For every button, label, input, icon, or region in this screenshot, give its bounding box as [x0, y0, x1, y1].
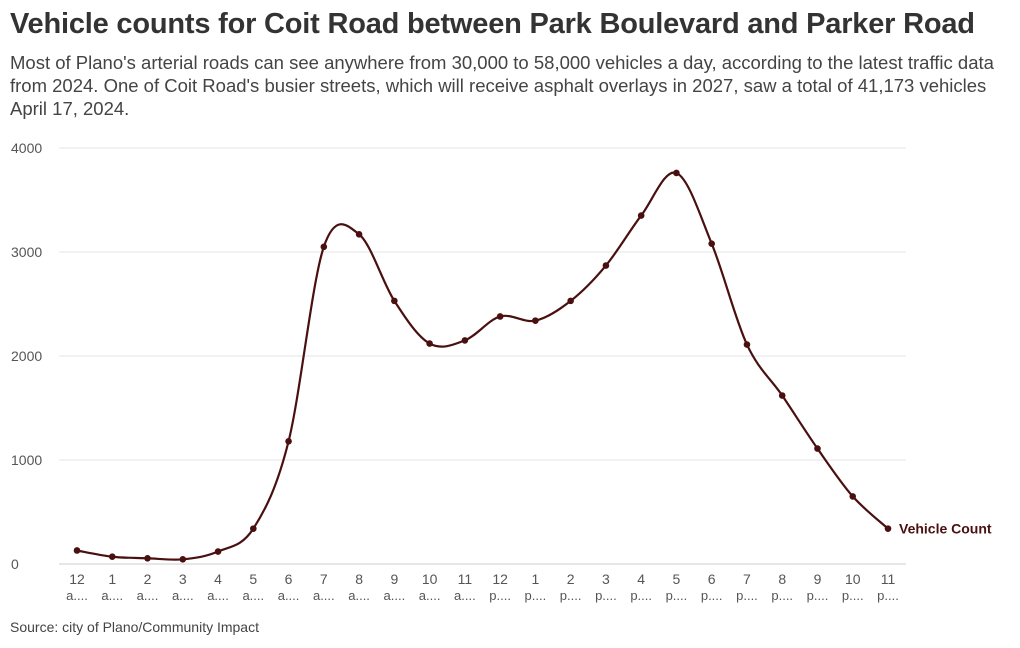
- x-tick-label-period: p....: [666, 588, 688, 603]
- x-tick-label-hour: 4: [214, 571, 222, 587]
- y-tick-label: 1000: [11, 452, 42, 468]
- grid-lines: [59, 147, 906, 565]
- x-tick-label-period: p....: [525, 588, 547, 603]
- data-point: [567, 297, 574, 305]
- data-point: [884, 525, 892, 532]
- x-tick-label-period: p....: [630, 588, 652, 603]
- x-tick-label-period: p....: [771, 588, 793, 603]
- x-tick-label-hour: 3: [179, 571, 187, 587]
- data-point: [743, 341, 751, 348]
- x-tick-label-period: p....: [560, 588, 582, 603]
- x-axis: 12a....1a....2a....3a....4a....5a....6a.…: [66, 571, 899, 603]
- data-point: [602, 262, 610, 269]
- x-tick-label-hour: 1: [531, 571, 539, 587]
- x-tick-label-period: a....: [384, 588, 406, 603]
- x-tick-label-hour: 10: [422, 571, 438, 587]
- data-point: [214, 548, 222, 555]
- x-tick-label-period: p....: [701, 588, 723, 603]
- y-axis: 0 1000 2000 3000 4000: [11, 140, 42, 572]
- data-point: [320, 243, 328, 251]
- x-tick-label-hour: 2: [144, 571, 152, 587]
- x-tick-label-hour: 7: [320, 571, 328, 587]
- data-point: [144, 554, 151, 562]
- x-tick-label-hour: 9: [814, 571, 822, 587]
- x-tick-label-hour: 6: [708, 571, 716, 587]
- x-tick-label-period: a....: [313, 588, 335, 603]
- x-tick-label-period: a....: [66, 588, 88, 603]
- series-label-vehicle-count: Vehicle Count: [899, 521, 992, 537]
- data-point: [179, 556, 187, 563]
- x-tick-label-period: a....: [242, 588, 264, 603]
- x-tick-label-period: p....: [842, 588, 864, 603]
- x-tick-label-period: p....: [807, 588, 829, 603]
- x-tick-label-period: a....: [207, 588, 229, 603]
- data-point: [708, 240, 715, 247]
- data-point: [814, 445, 821, 452]
- data-point: [250, 525, 257, 532]
- x-tick-label-period: p....: [877, 588, 899, 603]
- data-point: [532, 317, 539, 324]
- x-tick-label-hour: 10: [845, 571, 861, 587]
- data-point: [391, 297, 398, 305]
- x-tick-label-period: a....: [278, 588, 300, 603]
- data-point: [108, 553, 116, 561]
- data-point: [426, 340, 433, 347]
- x-tick-label-period: a....: [454, 588, 476, 603]
- y-tick-label: 0: [11, 556, 19, 572]
- data-point: [637, 212, 645, 219]
- data-point: [778, 392, 786, 399]
- x-tick-label-period: a....: [419, 588, 441, 603]
- chart-subtitle: Most of Plano's arterial roads can see a…: [10, 52, 994, 119]
- x-tick-label-period: p....: [736, 588, 758, 603]
- x-tick-label-hour: 4: [637, 571, 645, 587]
- x-tick-label-period: a....: [172, 588, 194, 603]
- chart-title: Vehicle counts for Coit Road between Par…: [10, 8, 975, 40]
- data-points: [73, 169, 892, 563]
- data-point: [73, 547, 81, 554]
- x-tick-label-hour: 11: [458, 571, 473, 587]
- x-tick-label-hour: 5: [673, 571, 681, 587]
- x-tick-label-hour: 8: [355, 571, 363, 587]
- y-tick-label: 3000: [11, 244, 42, 260]
- x-tick-label-hour: 2: [567, 571, 575, 587]
- source-note: Source: city of Plano/Community Impact: [10, 619, 259, 635]
- y-tick-label: 4000: [11, 140, 42, 156]
- x-tick-label-hour: 5: [249, 571, 257, 587]
- x-tick-label-period: p....: [595, 588, 617, 603]
- x-tick-label-hour: 3: [602, 571, 610, 587]
- x-tick-label-hour: 8: [778, 571, 786, 587]
- x-tick-label-period: a....: [137, 588, 159, 603]
- data-point: [461, 337, 469, 344]
- x-tick-label-hour: 11: [881, 571, 896, 587]
- x-tick-label-hour: 6: [285, 571, 293, 587]
- x-tick-label-hour: 9: [390, 571, 398, 587]
- series-line-vehicle-count: [76, 171, 889, 561]
- x-tick-label-hour: 7: [743, 571, 751, 587]
- x-tick-label-period: p....: [489, 588, 511, 603]
- x-tick-label-period: a....: [348, 588, 370, 603]
- data-point: [849, 493, 857, 500]
- x-tick-label-hour: 1: [108, 571, 116, 587]
- x-tick-label-hour: 12: [492, 571, 508, 587]
- data-point: [355, 231, 363, 238]
- data-point: [285, 437, 292, 445]
- x-tick-label-period: a....: [101, 588, 123, 603]
- x-tick-label-hour: 12: [69, 571, 85, 587]
- data-point: [673, 169, 680, 177]
- data-point: [496, 313, 504, 320]
- y-tick-label: 2000: [11, 348, 42, 364]
